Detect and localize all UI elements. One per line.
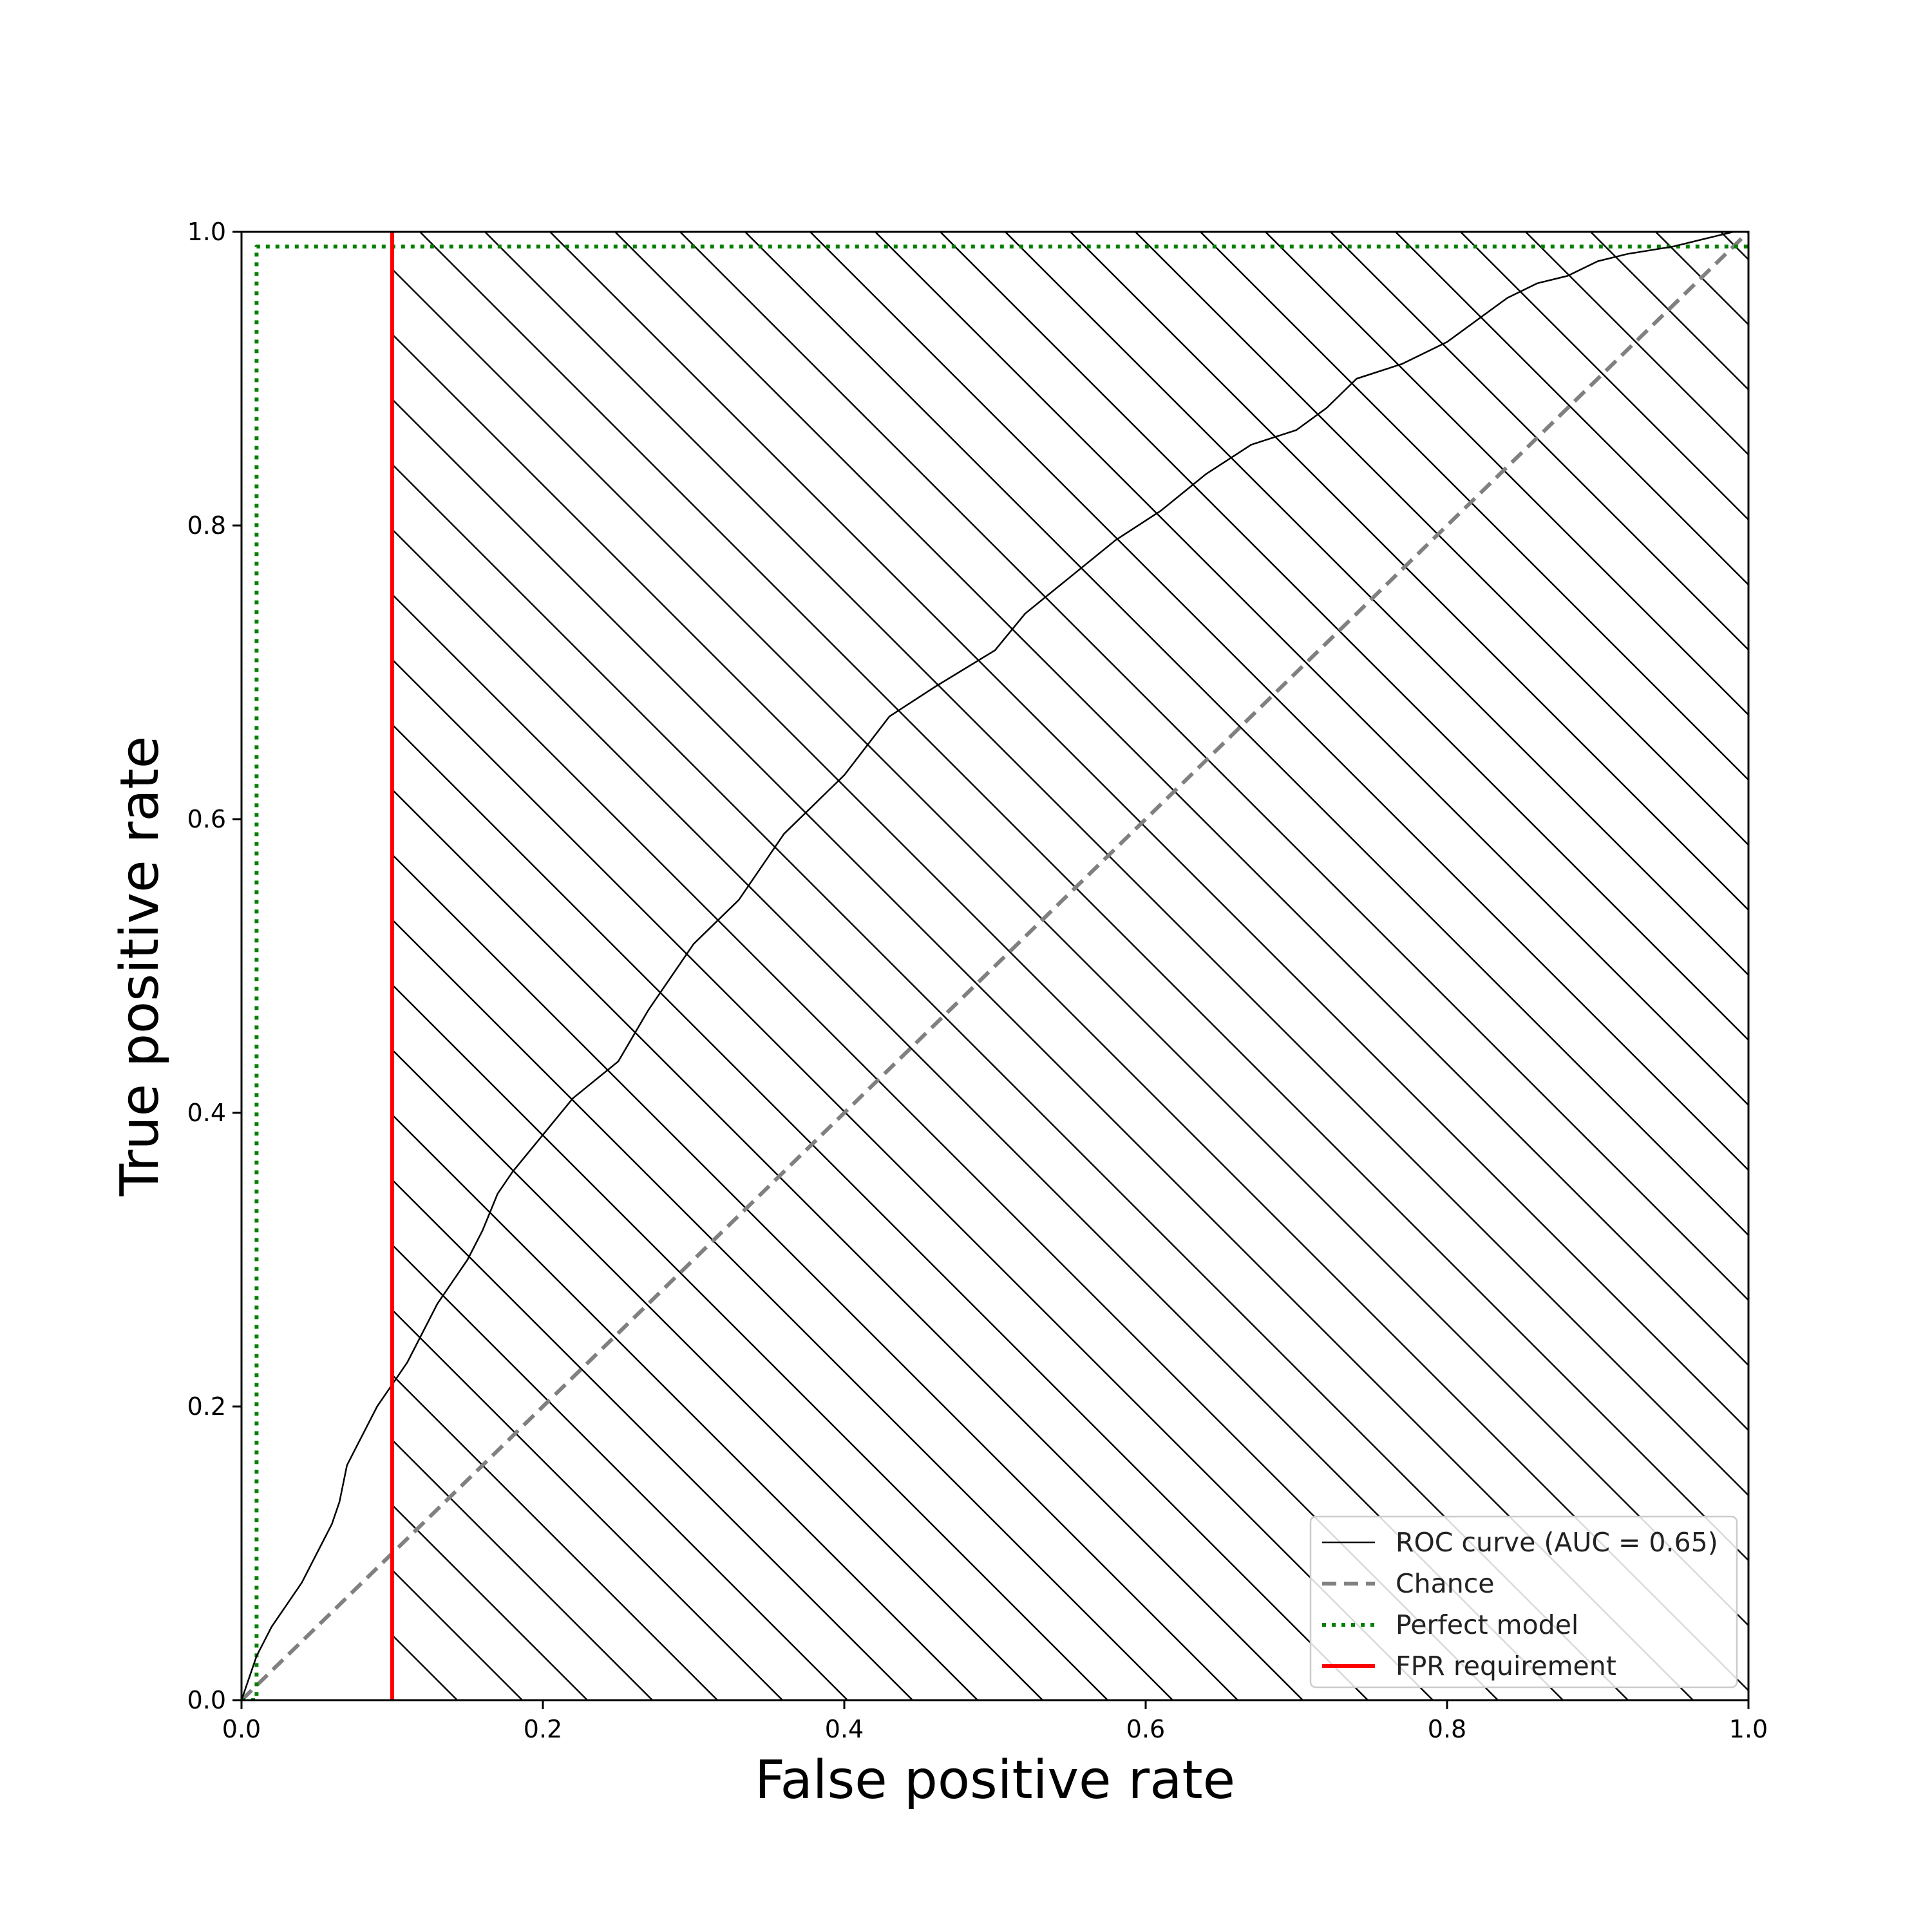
hatch-line (1200, 232, 1748, 781)
hatch-line (392, 723, 1368, 1700)
x-tick-label: 0.0 (222, 1715, 261, 1743)
hatch-line (1460, 232, 1748, 521)
hatch-line (392, 398, 1694, 1700)
hatch-line (392, 1699, 393, 1700)
y-tick-label: 0.0 (187, 1686, 226, 1714)
x-tick-label: 0.2 (524, 1715, 562, 1743)
hatch-line (484, 232, 1748, 1497)
hatch-line (392, 918, 1173, 1700)
legend-label-2: Perfect model (1396, 1609, 1578, 1640)
hatch-line (1330, 232, 1748, 651)
hatch-line (810, 232, 1748, 1171)
x-tick-label: 0.6 (1126, 1715, 1165, 1743)
hatch-line (392, 593, 1499, 1700)
hatch-line (392, 853, 1238, 1700)
hatch-line (392, 1179, 913, 1700)
hatch-line (1720, 232, 1748, 261)
y-tick-label: 0.6 (187, 805, 226, 833)
hatch-line (392, 1309, 783, 1700)
plot-frame (240, 231, 1750, 1701)
y-tick-label: 0.2 (187, 1392, 226, 1421)
series-line-1 (242, 232, 1748, 1700)
legend-box (1309, 1515, 1738, 1689)
hatch-line (392, 983, 1108, 1700)
hatch-line (549, 232, 1748, 1432)
hatch-line (1655, 232, 1748, 326)
hatch-line (1265, 232, 1748, 716)
legend-label-3: FPR requirement (1396, 1651, 1616, 1681)
hatch-line (679, 232, 1748, 1302)
x-tick-label: 0.4 (825, 1715, 864, 1743)
hatch-line (392, 1374, 718, 1700)
hatch-line (392, 788, 1303, 1700)
hatch-line (392, 1439, 653, 1700)
hatch-line (1395, 232, 1748, 586)
hatch-line (1916, 232, 1932, 1700)
legend-label-1: Chance (1396, 1568, 1495, 1599)
y-tick-label: 0.8 (187, 511, 226, 540)
hatch-line (392, 333, 1748, 1692)
hatch-line (875, 232, 1748, 1106)
y-axis-label: True positive rate (109, 736, 171, 1197)
x-tick-label: 0.8 (1428, 1715, 1466, 1743)
series-line-0 (242, 232, 1748, 1700)
series-layer (242, 232, 1748, 1700)
hatch-line (1005, 232, 1748, 976)
hatch-line (1135, 232, 1748, 846)
legend-label-0: ROC curve (AUC = 0.65) (1396, 1527, 1718, 1558)
hatch-line (392, 658, 1434, 1700)
hatch-line (744, 232, 1748, 1236)
y-tick-label: 0.4 (187, 1099, 226, 1127)
legend: ROC curve (AUC = 0.65) Chance Perfect mode… (1309, 1515, 1738, 1689)
hatch-line (1070, 232, 1748, 911)
hatch-line (392, 1244, 848, 1700)
hatch-line (392, 268, 1748, 1627)
hatch-line (392, 1504, 588, 1700)
hatch-line (392, 1048, 1043, 1700)
hatch-line (392, 528, 1564, 1700)
hatch-line (1525, 232, 1748, 456)
x-axis: 0.0 0.2 0.4 0.6 0.8 1.0 (222, 1700, 1768, 1743)
hatch-line (392, 1634, 458, 1700)
hatch-lines (392, 232, 1932, 1700)
y-axis: 0.0 0.2 0.4 0.6 0.8 1.0 (187, 218, 242, 1714)
hatch-line (392, 463, 1629, 1700)
y-tick-label: 1.0 (187, 218, 226, 246)
x-tick-label: 1.0 (1729, 1715, 1768, 1743)
hatch-line (419, 232, 1748, 1562)
x-axis-label: False positive rate (755, 1750, 1235, 1811)
hatch-line (1590, 232, 1748, 391)
hatch-line (1786, 232, 1932, 1700)
hatch-line (392, 1113, 978, 1700)
hatched-region (392, 232, 1932, 1700)
hatch-line (940, 232, 1748, 1041)
hatch-line (614, 232, 1748, 1367)
series-line-2 (242, 244, 1748, 1700)
hatch-line (1851, 232, 1932, 1700)
